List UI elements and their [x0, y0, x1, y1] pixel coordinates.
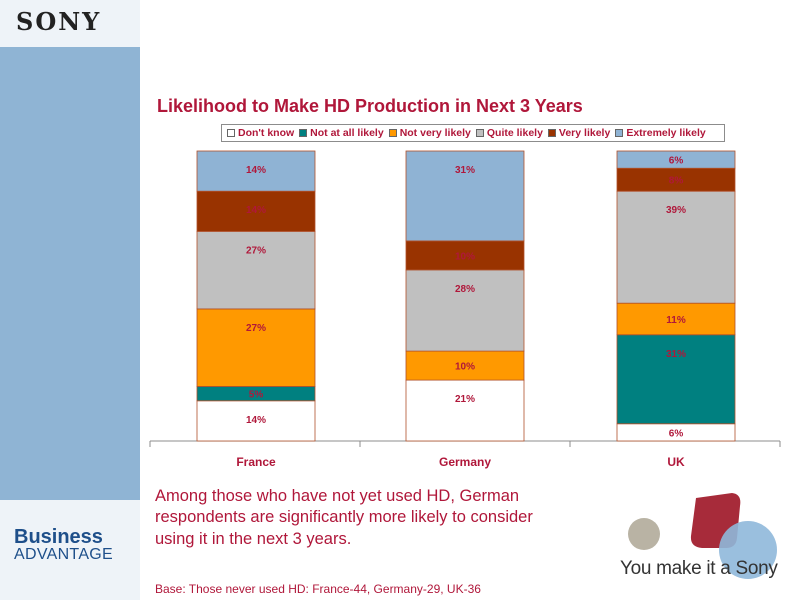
legend-swatch	[388, 129, 397, 137]
bar-data-label: 31%	[666, 349, 686, 360]
bar-data-label: 27%	[246, 245, 266, 256]
bar-segment	[405, 269, 525, 352]
bar-data-label: 8%	[669, 176, 684, 187]
sony-logo: SONY	[16, 7, 102, 36]
x-axis-category-label: France	[236, 455, 276, 469]
bar-segment	[616, 302, 736, 336]
bar-data-label: 10%	[455, 251, 475, 262]
bar-data-label: 14%	[246, 165, 266, 176]
business-advantage-logo-line2: ADVANTAGE	[14, 546, 114, 563]
bar-data-label: 39%	[666, 205, 686, 216]
bar-data-label: 5%	[249, 390, 264, 401]
bar-data-label: 6%	[669, 428, 684, 439]
business-advantage-logo: Business ADVANTAGE	[14, 527, 113, 563]
legend-item: Extremely likely	[615, 127, 706, 139]
legend-label: Quite likely	[486, 127, 543, 139]
bar-data-label: 31%	[455, 165, 475, 176]
bar-data-label: 11%	[666, 315, 686, 326]
bar-segment	[616, 150, 736, 169]
legend-item: Not at all likely	[299, 127, 384, 139]
bar-data-label: 14%	[246, 205, 266, 216]
legend-item: Not very likely	[388, 127, 471, 139]
legend-swatch	[475, 129, 484, 137]
blue-circle-shape	[719, 521, 777, 579]
bar-data-label: 28%	[455, 284, 475, 295]
bar-segment	[196, 230, 316, 310]
legend-label: Not at all likely	[310, 127, 384, 139]
bar-data-label: 10%	[455, 362, 475, 373]
sony-brand-graphic	[628, 493, 777, 579]
bar-segment	[616, 334, 736, 425]
x-axis-category-label: Germany	[439, 455, 491, 469]
legend-label: Not very likely	[399, 127, 471, 139]
bar-data-label: 6%	[669, 156, 684, 167]
legend-label: Extremely likely	[626, 127, 706, 139]
legend-item: Very likely	[547, 127, 611, 139]
x-axis-category-label: UK	[667, 455, 685, 469]
legend-swatch	[547, 129, 556, 137]
bar-segment	[405, 240, 525, 271]
legend-item: Quite likely	[475, 127, 543, 139]
bar-segment	[196, 308, 316, 387]
business-advantage-logo-line1: Business	[14, 526, 103, 548]
legend-item: Don't know	[227, 127, 294, 139]
chart-title: Likelihood to Make HD Production in Next…	[157, 96, 583, 116]
legend-swatch	[227, 129, 235, 137]
bar-data-label: 21%	[455, 394, 475, 405]
sidebar-footer-panel	[0, 500, 140, 600]
bar-data-label: 27%	[246, 323, 266, 334]
bar-segment	[616, 190, 736, 304]
chart-legend: Don't know Not at all likely Not very like…	[221, 124, 725, 142]
bar-segment	[196, 400, 316, 442]
sidebar-panel	[0, 47, 140, 500]
sony-tagline: You make it a Sony	[620, 558, 778, 579]
bar-segment	[405, 150, 525, 242]
legend-swatch	[299, 129, 308, 137]
bar-segment	[196, 150, 316, 192]
base-note: Base: Those never used HD: France-44, Ge…	[155, 582, 481, 596]
legend-label: Don't know	[238, 127, 295, 139]
bar-segment	[405, 379, 525, 442]
sidebar-header-panel	[0, 0, 140, 47]
summary-text: Among those who have not yet used HD, Ge…	[155, 487, 533, 548]
legend-label: Very likely	[558, 127, 611, 139]
bar-data-label: 14%	[246, 415, 266, 426]
beige-circle-shape	[628, 518, 660, 550]
bar-segment	[196, 190, 316, 232]
bar-segment	[405, 350, 525, 381]
legend-swatch	[615, 129, 624, 137]
